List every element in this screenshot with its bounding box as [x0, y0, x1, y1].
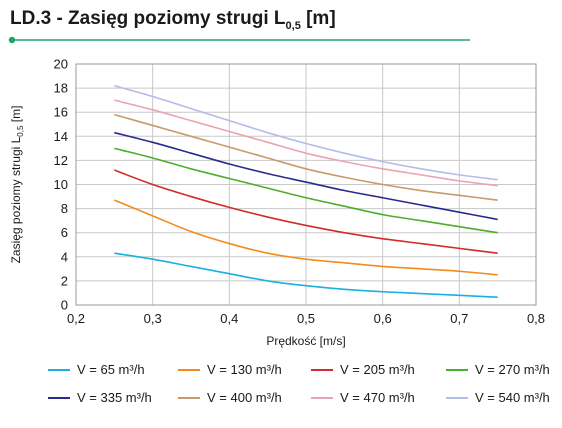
y-tick-label: 12	[54, 153, 68, 168]
legend-item: V = 130 m³/h	[178, 362, 282, 377]
series-line	[114, 199, 498, 276]
y-axis-label-unit: [m]	[9, 106, 23, 126]
legend-label: V = 130 m³/h	[207, 362, 282, 377]
chart-grid	[75, 63, 537, 306]
legend-swatch	[311, 368, 333, 371]
legend-item: V = 270 m³/h	[446, 362, 550, 377]
legend-item: V = 540 m³/h	[446, 390, 550, 405]
chart-legend: V = 65 m³/h V = 130 m³/h V = 205 m³/h V = 2…	[0, 356, 562, 416]
legend-label: V = 205 m³/h	[340, 362, 415, 377]
legend-label: V = 65 m³/h	[77, 362, 145, 377]
y-tick-label: 8	[61, 201, 68, 216]
x-tick-label: 0,5	[297, 311, 315, 326]
legend-swatch	[446, 368, 468, 371]
series-line	[114, 169, 498, 254]
y-tick-label: 20	[54, 57, 68, 72]
series-line	[114, 252, 498, 298]
legend-item: V = 470 m³/h	[311, 390, 415, 405]
y-tick-label: 16	[54, 105, 68, 120]
chart-series	[114, 84, 498, 298]
chart-title: LD.3 - Zasięg poziomy strugi L0,5 [m]	[10, 8, 336, 32]
series-line	[114, 131, 498, 221]
legend-label: V = 470 m³/h	[340, 390, 415, 405]
x-axis-label: Prędkość [m/s]	[266, 334, 345, 348]
legend-swatch	[178, 368, 200, 371]
y-tick-label: 6	[61, 225, 68, 240]
x-tick-label: 0,6	[374, 311, 392, 326]
x-tick-label: 0,4	[220, 311, 238, 326]
x-tick-label: 0,7	[450, 311, 468, 326]
legend-item: V = 205 m³/h	[311, 362, 415, 377]
legend-label: V = 270 m³/h	[475, 362, 550, 377]
legend-label: V = 400 m³/h	[207, 390, 282, 405]
title-underline-dot	[8, 36, 16, 44]
legend-label: V = 335 m³/h	[77, 390, 152, 405]
y-tick-label: 14	[54, 129, 68, 144]
y-axis-label-subscript: 0,5	[16, 125, 25, 137]
legend-item: V = 335 m³/h	[48, 390, 152, 405]
series-line	[114, 113, 498, 201]
chart-ticks: 0,2 0,3 0,4 0,5 0,6 0,7 0,8 0 2 4 6 8 10 12 14 16 18 20	[54, 57, 546, 327]
x-tick-label: 0,2	[67, 311, 85, 326]
series-line	[114, 84, 498, 181]
y-tick-label: 10	[54, 177, 68, 192]
y-tick-label: 0	[61, 298, 68, 313]
y-axis-label-text: Zasięg poziomy strugi L	[9, 136, 23, 263]
legend-item: V = 400 m³/h	[178, 390, 282, 405]
chart-title-text: LD.3 - Zasięg poziomy strugi L	[10, 8, 286, 29]
legend-swatch	[446, 396, 468, 399]
x-tick-label: 0,8	[527, 311, 545, 326]
chart-title-subscript: 0,5	[285, 19, 301, 32]
x-tick-label: 0,3	[144, 311, 162, 326]
y-tick-label: 4	[61, 249, 68, 264]
legend-swatch	[48, 396, 70, 399]
plot-area-border	[75, 63, 537, 306]
legend-item: V = 65 m³/h	[48, 362, 145, 377]
legend-swatch	[48, 368, 70, 371]
legend-swatch	[311, 396, 333, 399]
series-line	[114, 147, 498, 234]
legend-label: V = 540 m³/h	[475, 390, 550, 405]
y-tick-label: 18	[54, 81, 68, 96]
y-tick-label: 2	[61, 273, 68, 288]
chart-title-unit: [m]	[300, 8, 336, 29]
y-axis-label: Zasięg poziomy strugi L0,5 [m]	[9, 106, 25, 264]
series-line	[114, 99, 498, 187]
legend-swatch	[178, 396, 200, 399]
